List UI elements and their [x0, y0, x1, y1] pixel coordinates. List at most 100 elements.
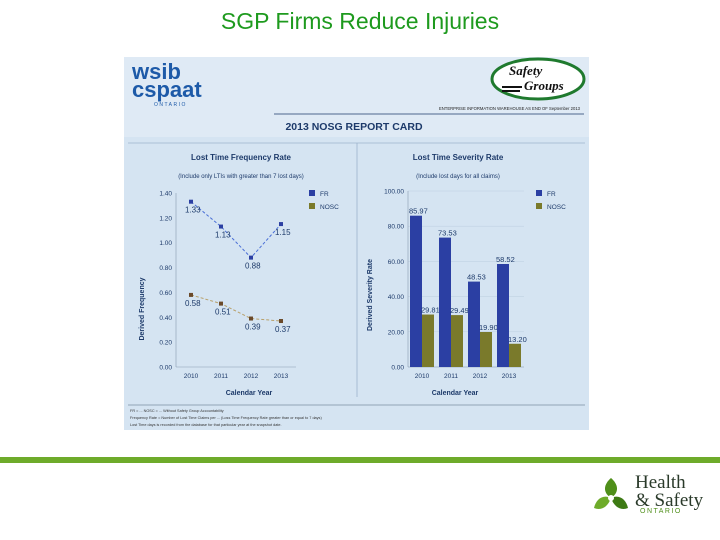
freq-y-tick-label: 1.20	[159, 215, 172, 222]
sev-legend: FR NOSC	[536, 190, 566, 211]
sev-bar-nosc	[509, 343, 521, 367]
sev-x-tick-label: 2011	[444, 373, 458, 380]
freq-y-tick-label: 0.60	[159, 290, 172, 297]
wsib-logo-ontario: ONTARIO	[154, 102, 187, 108]
sev-data-label: 73.53	[438, 229, 457, 238]
sev-x-axis-label: Calendar Year	[432, 390, 479, 397]
sev-legend-swatch-fr	[536, 190, 542, 196]
footnote-3: Lost Time days is recorded from the data…	[130, 423, 282, 427]
sev-y-tick-label: 100.00	[384, 189, 404, 196]
freq-point-fr	[219, 224, 223, 229]
sev-bar-nosc	[422, 314, 434, 367]
freq-chart-subtitle: (Include only LTIs with greater than 7 l…	[178, 174, 304, 180]
sev-x-tick-label: 2010	[415, 373, 430, 380]
footer-green-bar	[0, 457, 720, 463]
freq-point-fr	[249, 255, 253, 260]
logo-text-health: Health	[635, 472, 686, 493]
freq-x-tick-label: 2010	[184, 373, 199, 380]
sev-legend-label-nosc: NOSC	[547, 204, 566, 211]
logo-text-ontario: ONTARIO	[640, 508, 682, 515]
freq-point-nosc	[219, 301, 223, 306]
freq-series-line-fr	[190, 201, 282, 259]
freq-point-nosc	[189, 292, 193, 297]
freq-x-tick-label: 2011	[214, 373, 228, 380]
freq-point-nosc	[249, 316, 253, 321]
freq-point-nosc	[279, 319, 283, 324]
sev-legend-label-fr: FR	[547, 191, 556, 198]
sev-data-label: 85.97	[409, 207, 428, 216]
report-card-image: wsib cspaat ONTARIO Safety Groups ENTERP…	[124, 57, 589, 430]
footnote-1: FR = ... NOSC = ... Without Safety Group…	[130, 409, 224, 413]
card-title: 2013 NOSG REPORT CARD	[285, 121, 423, 133]
freq-legend-label-fr: FR	[320, 191, 329, 198]
freq-data-label: 0.58	[185, 299, 201, 308]
sev-data-label: 58.52	[496, 255, 515, 264]
sev-data-label: 29.49	[450, 306, 469, 315]
sev-y-axis-label: Derived Severity Rate	[367, 259, 374, 331]
safety-groups-logo-text1: Safety	[509, 63, 542, 78]
freq-y-tick-label: 1.00	[159, 240, 172, 247]
sev-legend-swatch-nosc	[536, 203, 542, 209]
sev-x-tick-label: 2013	[502, 373, 517, 380]
safety-groups-logo-ring	[490, 57, 586, 101]
sev-x-tick-label: 2012	[473, 373, 488, 380]
freq-x-tick-label: 2013	[274, 373, 289, 380]
freq-y-tick-label: 0.40	[159, 315, 172, 322]
sev-bar-nosc	[480, 331, 492, 367]
freq-y-tick-label: 0.20	[159, 340, 172, 347]
wsib-logo: wsib cspaat ONTARIO	[131, 59, 202, 108]
footnote-2: Frequency Rate = Number of Lost Time Cla…	[130, 416, 322, 420]
sev-bar-nosc	[451, 315, 463, 367]
freq-y-tick-label: 0.00	[159, 365, 172, 372]
freq-legend-label-nosc: NOSC	[320, 204, 339, 211]
freq-data-label: 0.39	[245, 323, 261, 332]
sev-data-label: 13.20	[508, 335, 527, 344]
freq-y-axis-label: Derived Frequency	[139, 277, 146, 340]
info-line: ENTERPRISE INFORMATION WAREHOUSE AS END …	[439, 106, 581, 111]
frequency-chart: Lost Time Frequency Rate (Include only L…	[139, 153, 339, 397]
freq-data-label: 1.33	[185, 206, 201, 215]
freq-data-label: 0.51	[215, 308, 231, 317]
safety-groups-logo-text2: Groups	[524, 78, 564, 93]
freq-data-label: 1.15	[275, 228, 291, 237]
freq-x-axis-label: Calendar Year	[226, 390, 273, 397]
footnotes: FR = ... NOSC = ... Without Safety Group…	[130, 409, 322, 427]
health-safety-ontario-logo: Health & Safety ONTARIO	[588, 470, 713, 522]
freq-x-tick-label: 2012	[244, 373, 259, 380]
freq-y-tick-label: 0.80	[159, 265, 172, 272]
report-card-canvas: wsib cspaat ONTARIO Safety Groups ENTERP…	[124, 57, 589, 427]
sev-data-label: 48.53	[467, 273, 486, 282]
sev-y-tick-label: 80.00	[388, 224, 405, 231]
freq-y-tick-label: 1.40	[159, 191, 172, 198]
wsib-logo-line2: cspaat	[132, 77, 202, 102]
sev-data-label: 19.90	[479, 323, 498, 332]
sev-bar-fr	[439, 237, 451, 367]
sev-y-tick-label: 60.00	[388, 259, 405, 266]
sev-chart-title: Lost Time Severity Rate	[413, 153, 504, 162]
freq-point-fr	[189, 199, 193, 204]
sev-bar-fr	[410, 215, 422, 367]
wsib-logo-line1: wsib	[131, 59, 181, 84]
freq-point-fr	[279, 222, 283, 227]
slide-title: SGP Firms Reduce Injuries	[220, 8, 500, 34]
safety-groups-logo: Safety Groups	[490, 57, 586, 101]
freq-chart-title: Lost Time Frequency Rate	[191, 153, 291, 162]
freq-legend: FR NOSC	[309, 190, 339, 211]
freq-data-label: 1.13	[215, 231, 231, 240]
logo-text-safety: & Safety	[635, 490, 704, 511]
sev-y-tick-label: 40.00	[388, 294, 405, 301]
sev-y-tick-label: 0.00	[391, 365, 404, 372]
safety-groups-logo-stripes	[502, 86, 522, 92]
freq-series-line-nosc	[190, 294, 282, 322]
sev-bar-fr	[497, 264, 509, 367]
freq-legend-swatch-fr	[309, 190, 315, 196]
sev-bar-fr	[468, 281, 480, 367]
trillium-icon	[594, 478, 628, 509]
freq-data-label: 0.37	[275, 325, 291, 334]
sev-y-tick-label: 20.00	[388, 329, 405, 336]
freq-legend-swatch-nosc	[309, 203, 315, 209]
freq-data-label: 0.88	[245, 262, 261, 271]
sev-chart-subtitle: (Include lost days for all claims)	[416, 174, 500, 180]
severity-chart: Lost Time Severity Rate (Include lost da…	[367, 153, 566, 397]
sev-data-label: 29.81	[421, 306, 440, 315]
